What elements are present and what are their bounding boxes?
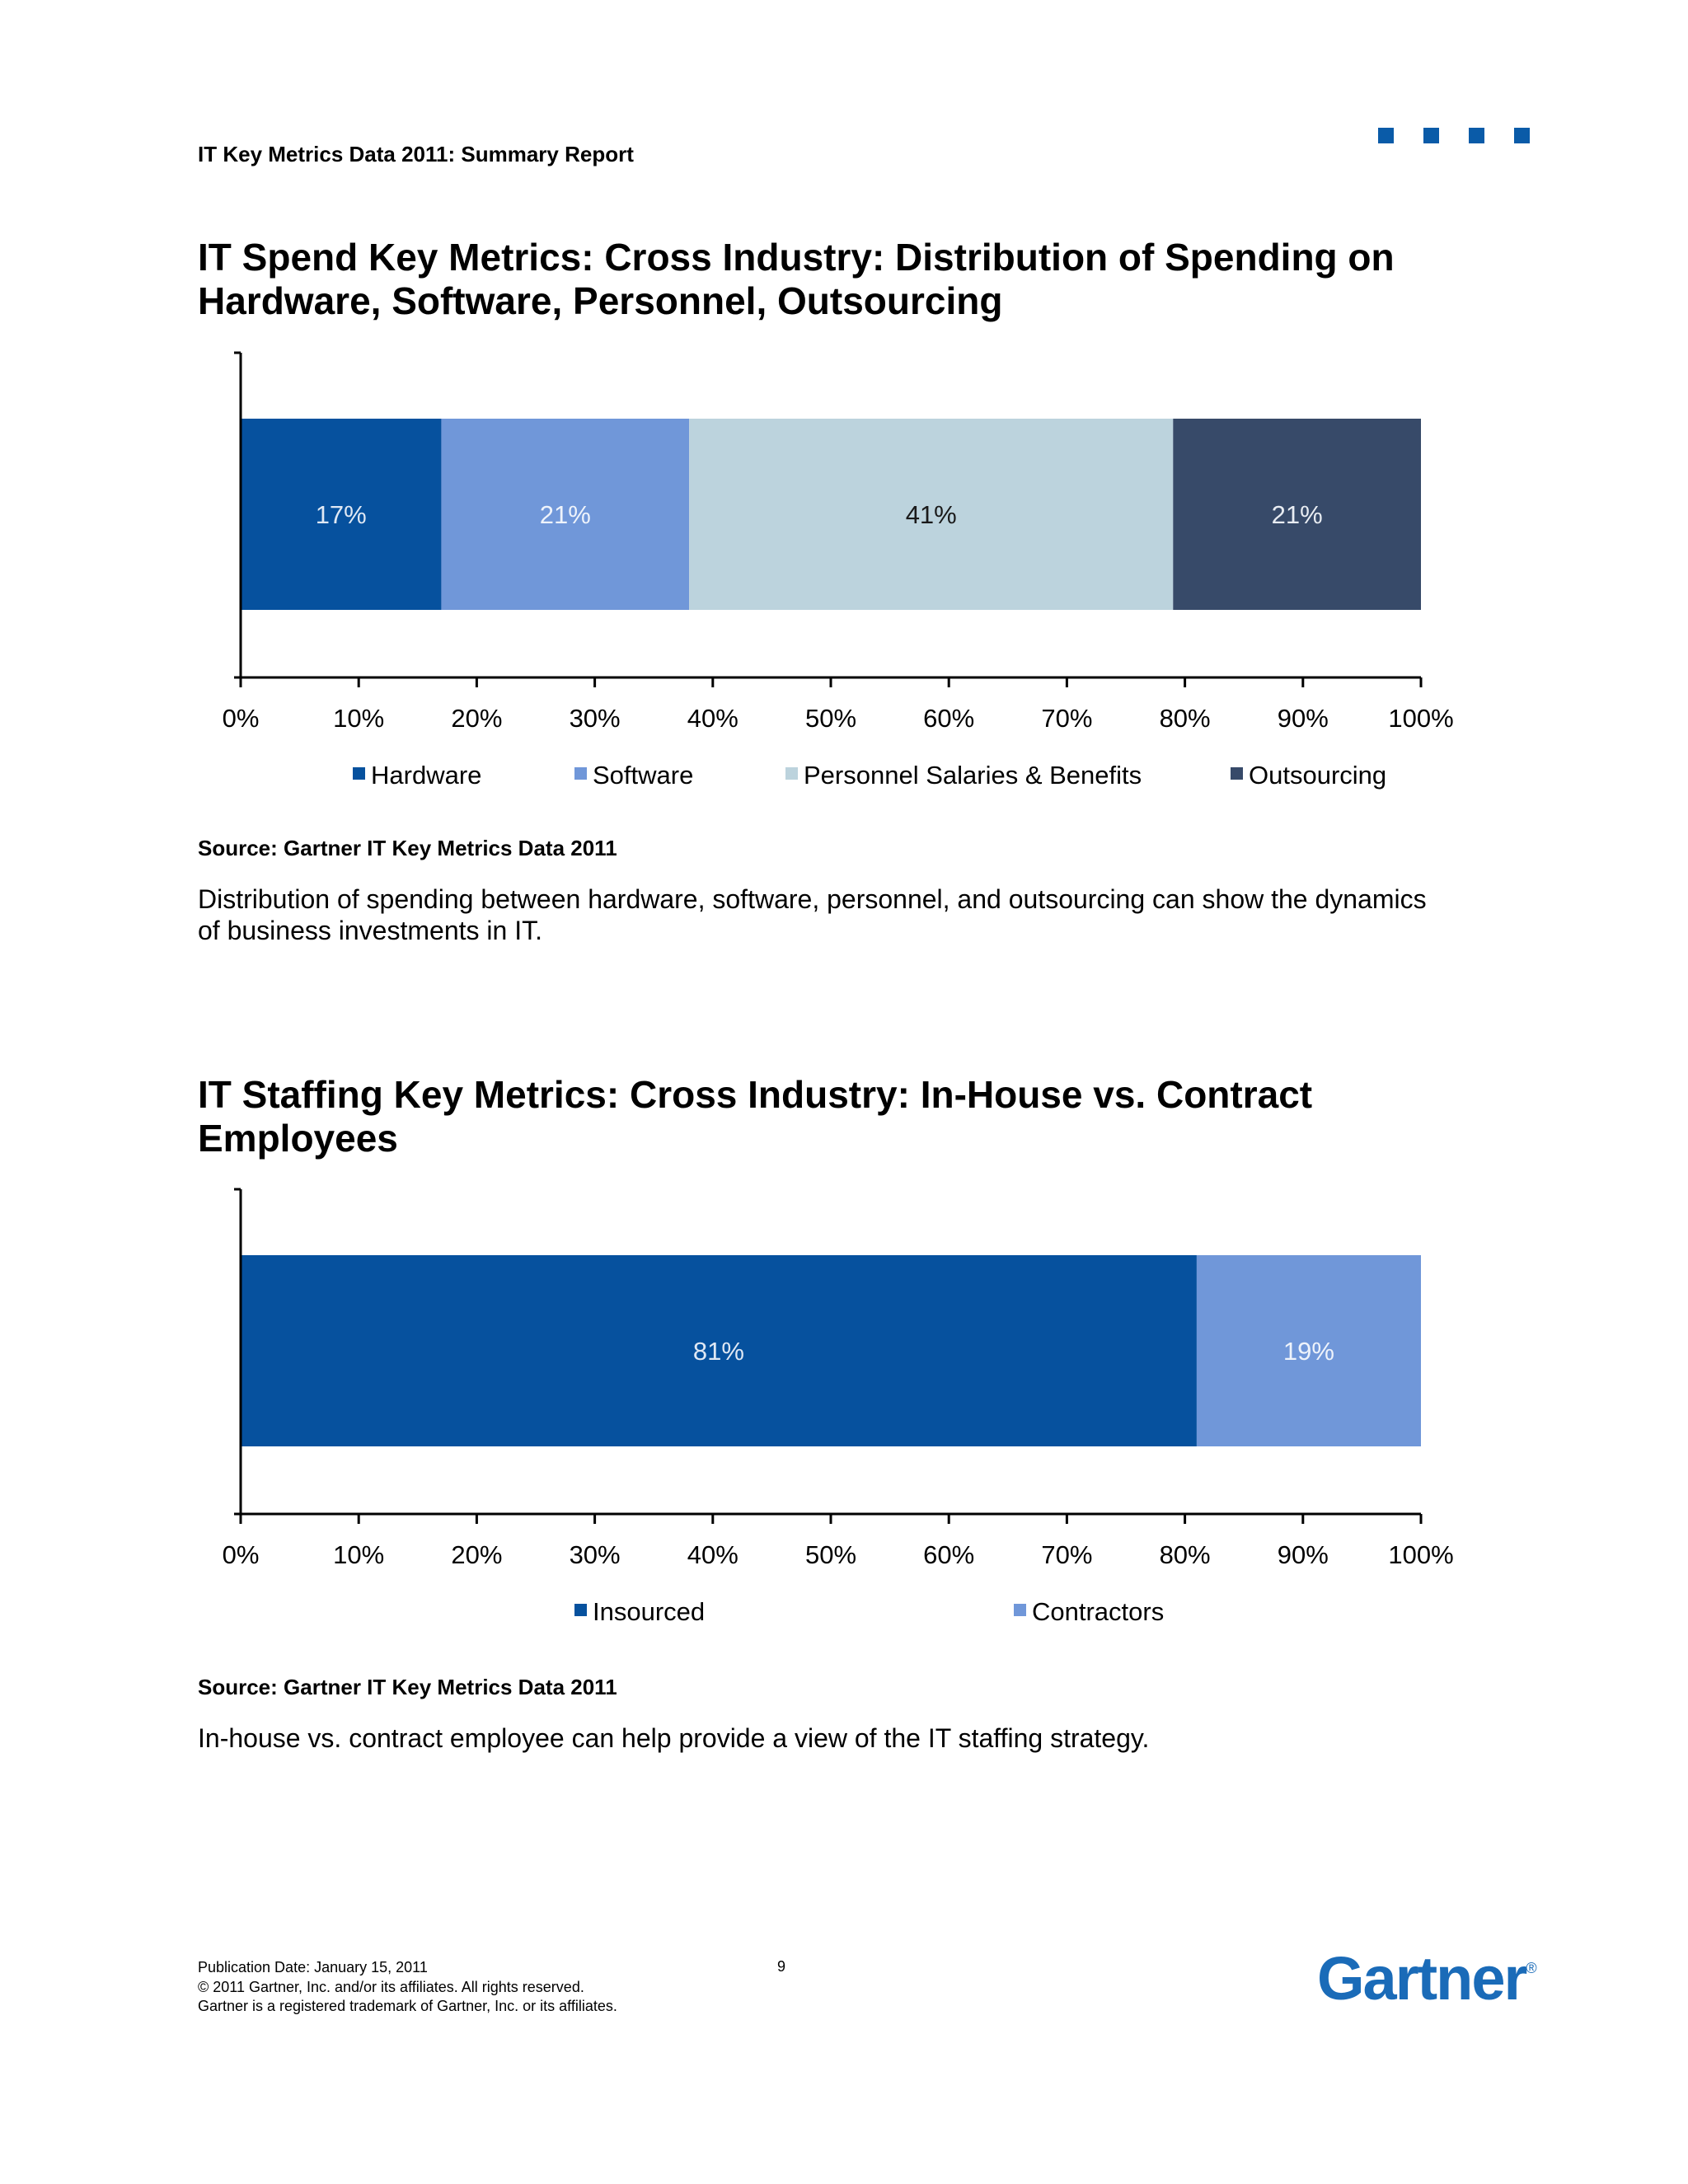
x-tick-label: 80% — [1160, 1540, 1211, 1569]
x-tick-label: 20% — [451, 704, 502, 733]
report-header-title: IT Key Metrics Data 2011: Summary Report — [198, 142, 634, 166]
description-line: of business investments in IT. — [198, 916, 542, 945]
legend-swatch — [1231, 767, 1243, 780]
legend-label: Contractors — [1032, 1597, 1164, 1626]
section-title-line: Hardware, Software, Personnel, Outsourci… — [198, 279, 1003, 322]
section-title-spend: IT Spend Key Metrics: Cross Industry: Di… — [198, 236, 1517, 323]
legend-swatch — [574, 1604, 587, 1616]
data-label: 19% — [1283, 1337, 1334, 1366]
chart-source-note: Source: Gartner IT Key Metrics Data 2011 — [198, 836, 617, 860]
x-tick-label: 90% — [1278, 704, 1329, 733]
x-tick-label: 0% — [223, 1540, 260, 1569]
x-tick-label: 100% — [1388, 704, 1453, 733]
data-label: 21% — [1272, 500, 1323, 529]
chart-source-note: Source: Gartner IT Key Metrics Data 2011 — [198, 1675, 617, 1699]
publication-date: Publication Date: January 15, 2011 — [198, 1959, 428, 1975]
x-tick-label: 0% — [223, 704, 260, 733]
legend-label: Personnel Salaries & Benefits — [804, 761, 1142, 790]
header-decoration-square — [1514, 128, 1530, 143]
section-title-line: Employees — [198, 1117, 398, 1160]
spend-distribution-chart: 17% 21% 41% 21% 0% 10% 20% 30% 40% 50% 60% 70% 80% 9… — [223, 351, 1454, 790]
legend-swatch — [353, 767, 365, 780]
data-label: 41% — [906, 500, 957, 529]
x-tick-label: 10% — [333, 704, 384, 733]
x-tick-label: 60% — [923, 704, 974, 733]
section-title-line: IT Spend Key Metrics: Cross Industry: Di… — [198, 236, 1395, 279]
bar-segment — [1173, 419, 1421, 610]
section-title-staffing: IT Staffing Key Metrics: Cross Industry:… — [198, 1073, 1517, 1160]
x-tick-label: 40% — [687, 1540, 738, 1569]
trademark-notice: Gartner is a registered trademark of Gar… — [198, 1998, 617, 2014]
legend-label: Insourced — [593, 1597, 705, 1626]
x-tick-label: 80% — [1160, 704, 1211, 733]
chart-description: In-house vs. contract employee can help … — [198, 1722, 1500, 1754]
registered-mark: ® — [1526, 1960, 1537, 1977]
legend-label: Outsourcing — [1249, 761, 1386, 790]
x-tick-label: 60% — [923, 1540, 974, 1569]
x-tick-label: 40% — [687, 704, 738, 733]
page-number: 9 — [777, 1958, 786, 1975]
x-tick-label: 50% — [805, 704, 856, 733]
legend-swatch — [1014, 1604, 1026, 1616]
x-tick-label: 70% — [1041, 1540, 1092, 1569]
bar-segment — [241, 1255, 1197, 1446]
logo-text: Gartner — [1317, 1944, 1527, 2013]
gartner-logo: Gartner® — [1317, 1943, 1537, 2013]
x-tick-label: 70% — [1041, 704, 1092, 733]
x-tick-label: 30% — [570, 704, 621, 733]
description-line: In-house vs. contract employee can help … — [198, 1723, 1150, 1753]
legend-label: Hardware — [371, 761, 481, 790]
header-decoration-square — [1469, 128, 1484, 143]
staffing-distribution-chart: 81% 19% 0% 10% 20% 30% 40% 50% 60% 70% 80% 90% 100%… — [223, 1188, 1454, 1626]
x-tick-label: 100% — [1388, 1540, 1453, 1569]
x-tick-label: 20% — [451, 1540, 502, 1569]
legend-label: Software — [593, 761, 693, 790]
bar-segment — [689, 419, 1174, 610]
x-tick-label: 10% — [333, 1540, 384, 1569]
header-decoration-square — [1378, 128, 1394, 143]
chart-description: Distribution of spending between hardwar… — [198, 883, 1500, 946]
data-label: 21% — [540, 500, 591, 529]
bar-segment — [241, 419, 442, 610]
legend-swatch — [785, 767, 798, 780]
x-tick-label: 30% — [570, 1540, 621, 1569]
description-line: Distribution of spending between hardwar… — [198, 884, 1427, 914]
x-tick-label: 50% — [805, 1540, 856, 1569]
x-tick-label: 90% — [1278, 1540, 1329, 1569]
data-label: 81% — [693, 1337, 744, 1366]
header-decoration-square — [1423, 128, 1439, 143]
legend-swatch — [574, 767, 587, 780]
bar-segment — [1196, 1255, 1421, 1446]
section-title-line: IT Staffing Key Metrics: Cross Industry:… — [198, 1073, 1313, 1116]
copyright-notice: © 2011 Gartner, Inc. and/or its affiliat… — [198, 1979, 584, 1995]
data-label: 17% — [316, 500, 367, 529]
bar-segment — [441, 419, 690, 610]
